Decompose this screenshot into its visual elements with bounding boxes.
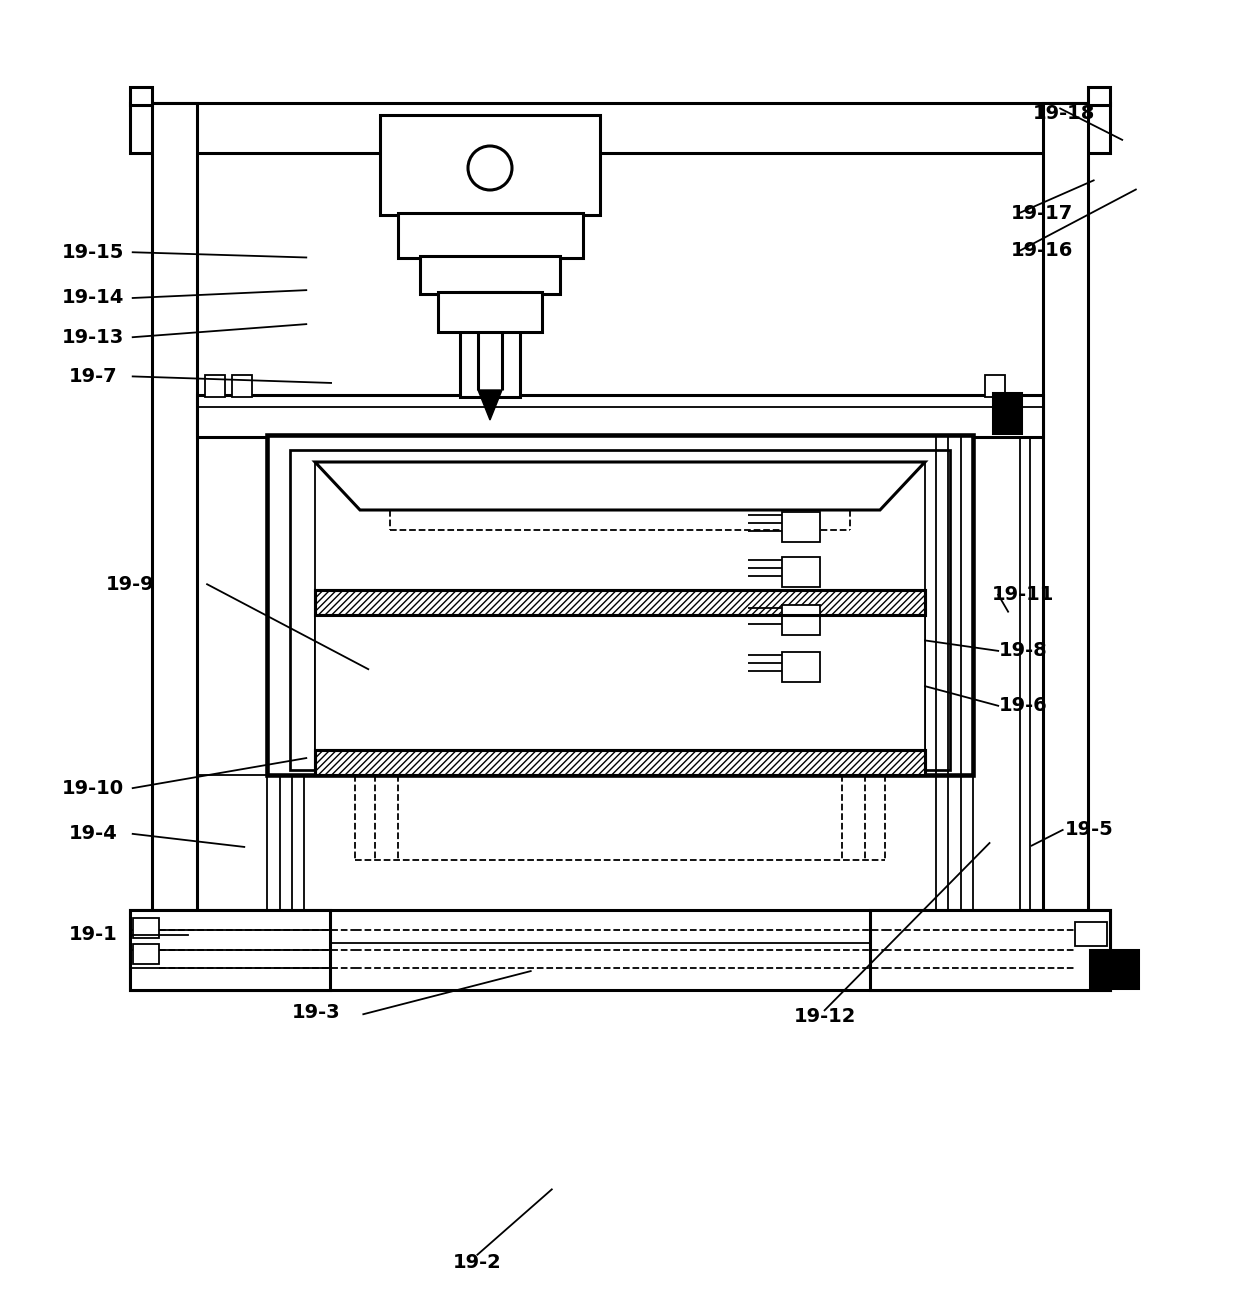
Bar <box>438 291 542 332</box>
Text: 19-13: 19-13 <box>62 328 124 346</box>
Text: 19-10: 19-10 <box>62 779 124 797</box>
Bar <box>130 88 153 105</box>
Bar <box>205 375 224 397</box>
Bar <box>133 918 159 938</box>
Text: 19-1: 19-1 <box>68 925 118 944</box>
Bar <box>315 616 925 750</box>
Bar <box>460 291 520 397</box>
Text: 19-11: 19-11 <box>992 586 1054 604</box>
Polygon shape <box>477 389 502 420</box>
Bar <box>315 589 925 616</box>
Text: 19-14: 19-14 <box>62 289 124 307</box>
Bar <box>870 910 1110 989</box>
Bar <box>290 450 950 770</box>
Text: 19-17: 19-17 <box>1011 204 1073 222</box>
Bar <box>130 910 330 989</box>
Text: 19-3: 19-3 <box>291 1004 341 1022</box>
Text: 19-5: 19-5 <box>1064 821 1114 839</box>
Bar <box>232 375 252 397</box>
Text: 19-15: 19-15 <box>62 243 124 261</box>
Bar <box>985 375 1004 397</box>
Text: 19-16: 19-16 <box>1011 242 1073 260</box>
Bar <box>130 910 1110 989</box>
Bar <box>1087 88 1110 105</box>
Text: 19-9: 19-9 <box>105 575 155 593</box>
Bar <box>398 213 583 257</box>
Text: 19-8: 19-8 <box>998 642 1048 660</box>
Bar <box>315 750 925 775</box>
Bar <box>153 103 197 914</box>
Text: 19-18: 19-18 <box>1033 105 1095 123</box>
Text: 19-6: 19-6 <box>998 697 1048 715</box>
Text: 19-7: 19-7 <box>68 367 118 386</box>
Bar <box>1043 103 1087 914</box>
Bar <box>315 461 925 762</box>
Bar <box>315 589 925 616</box>
Text: 19-4: 19-4 <box>68 825 118 843</box>
Bar <box>993 393 1021 433</box>
Bar <box>130 103 1110 153</box>
Bar <box>1090 950 1138 988</box>
Bar <box>197 395 1043 437</box>
Bar <box>782 652 820 682</box>
Bar <box>782 605 820 635</box>
Bar <box>1075 921 1107 946</box>
Bar <box>379 115 600 214</box>
Polygon shape <box>315 461 925 510</box>
Bar <box>782 557 820 587</box>
Bar <box>133 944 159 965</box>
Bar <box>315 750 925 775</box>
Bar <box>782 512 820 542</box>
Bar <box>420 256 560 294</box>
Text: 19-2: 19-2 <box>453 1253 502 1272</box>
Bar <box>267 435 973 775</box>
Text: 19-12: 19-12 <box>794 1008 856 1026</box>
